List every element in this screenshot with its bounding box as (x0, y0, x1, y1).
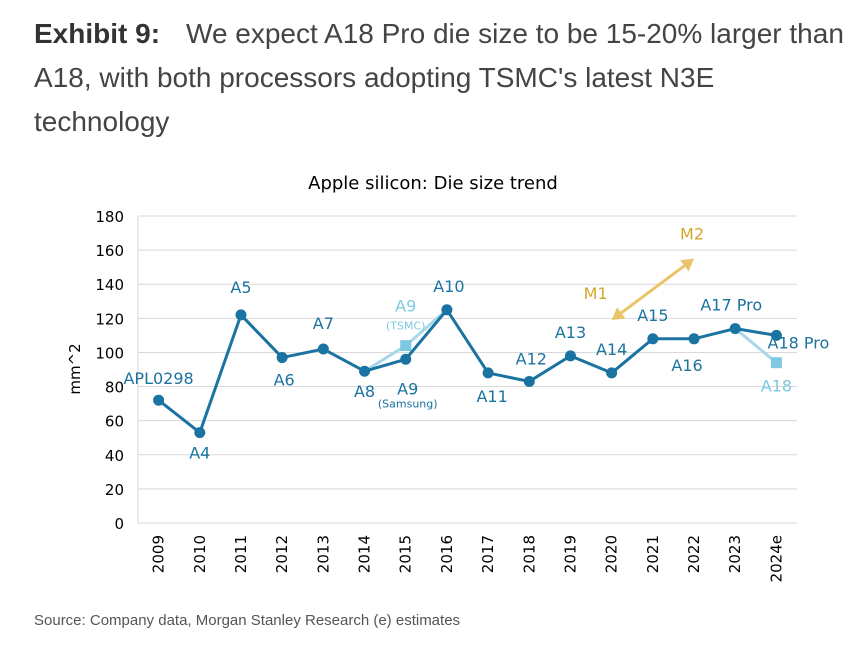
y-tick-160: 160 (95, 242, 124, 260)
x-tick-2013: 2013 (314, 535, 332, 573)
label-2021-main: A15 (637, 306, 668, 325)
x-tick-2018: 2018 (520, 535, 538, 573)
label-2023-main: A17 Pro (700, 296, 762, 315)
point-2024e (770, 329, 782, 341)
y-tick-20: 20 (105, 481, 124, 499)
marker-2024e-light (770, 357, 782, 369)
point-2011 (235, 309, 247, 321)
y-tick-40: 40 (105, 447, 124, 465)
x-tick-2014: 2014 (356, 535, 374, 573)
chart-title: Apple silicon: Die size trend (308, 173, 558, 194)
point-2019 (564, 350, 576, 362)
m1-arrowhead (611, 307, 626, 321)
x-tick-2012: 2012 (273, 535, 291, 573)
source-note: Source: Company data, Morgan Stanley Res… (34, 612, 461, 629)
y-tick-140: 140 (95, 276, 124, 294)
label-2018-main: A12 (516, 349, 547, 368)
x-tick-2010: 2010 (191, 535, 209, 573)
y-tick-120: 120 (95, 310, 124, 328)
point-2015 (400, 353, 412, 365)
point-2020 (606, 367, 618, 379)
x-tick-2024e: 2024e (767, 535, 785, 582)
y-tick-180: 180 (95, 208, 124, 226)
x-tick-2019: 2019 (561, 535, 579, 573)
y-tick-100: 100 (95, 344, 124, 362)
x-tick-2022: 2022 (685, 535, 703, 573)
label-a18: A18 (761, 377, 792, 396)
label-2024e-main: A18 Pro (768, 333, 830, 352)
sublabel-a9-tsmc: (TSMC) (386, 320, 425, 333)
y-axis-label: mm^2 (66, 343, 84, 394)
y-tick-80: 80 (105, 379, 124, 397)
point-2012 (276, 352, 288, 364)
point-2014 (359, 365, 371, 377)
point-2013 (317, 343, 329, 355)
x-tick-2017: 2017 (479, 535, 497, 573)
sublabel-2015-main: (Samsung) (378, 397, 438, 410)
point-2016 (441, 304, 453, 316)
x-tick-2009: 2009 (150, 535, 168, 573)
label-a9-tsmc: A9 (395, 297, 416, 316)
gridlines (137, 215, 797, 524)
label-2015-main: A9 (397, 379, 418, 398)
label-2020-main: A14 (596, 340, 627, 359)
label-2010-main: A4 (189, 444, 210, 463)
x-tick-2021: 2021 (644, 535, 662, 573)
x-tick-2016: 2016 (438, 535, 456, 573)
point-2018 (523, 375, 535, 387)
label-m2: M2 (680, 225, 704, 244)
label-2016-main: A10 (433, 277, 464, 296)
label-2017-main: A11 (476, 387, 507, 406)
x-tick-labels: 2009 2010 2011 2012 2013 2014 2015 2016 2017 2018… (150, 535, 786, 582)
point-2023 (729, 323, 741, 335)
x-tick-2023: 2023 (726, 535, 744, 573)
x-tick-2015: 2015 (397, 535, 415, 573)
line-main-line (157, 308, 777, 435)
label-2019-main: A13 (555, 323, 586, 342)
label-2014-main: A8 (354, 382, 375, 401)
y-tick-0: 0 (114, 515, 124, 533)
x-tick-2020: 2020 (603, 535, 621, 573)
point-2010 (194, 427, 206, 439)
label-2011-main: A5 (230, 278, 251, 297)
label-2009-main: APL0298 (123, 369, 193, 388)
label-2013-main: A7 (313, 314, 334, 333)
line-a18 (734, 327, 778, 364)
exhibit-title: We expect A18 Pro die size to be 15-20% … (34, 18, 844, 137)
m1-m2-line (620, 264, 686, 315)
x-tick-2011: 2011 (232, 535, 250, 573)
marker-2015-light (400, 340, 412, 352)
exhibit-heading: Exhibit 9: We expect A18 Pro die size to … (34, 12, 844, 144)
point-2022 (688, 333, 700, 345)
label-2022-main: A16 (671, 356, 702, 375)
exhibit-label: Exhibit 9: (34, 18, 161, 49)
point-2017 (482, 367, 494, 379)
label-2012-main: A6 (274, 371, 295, 390)
y-tick-labels: 0 20 40 60 80 100 120 140 160 180 (95, 208, 124, 533)
label-m1: M1 (584, 284, 608, 303)
series-lines (153, 258, 782, 439)
point-2021 (647, 333, 659, 345)
die-size-chart: Apple silicon: Die size trend mm^2 0 20 40… (66, 173, 829, 582)
y-tick-60: 60 (105, 413, 124, 431)
point-2009 (153, 394, 165, 406)
m2-arrowhead (680, 258, 695, 272)
